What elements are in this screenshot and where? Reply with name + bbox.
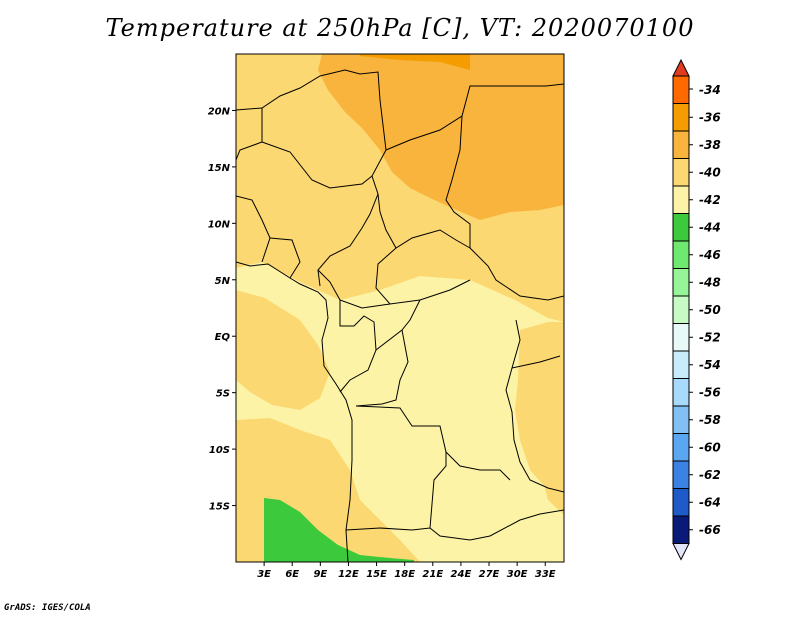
y-tick-label: 10N [208,219,231,230]
field-region-light-yellow [236,262,564,562]
footer-credit: GrADS: IGES/COLA [4,603,91,613]
x-tick-label: 12E [338,569,359,580]
colorbar-label: -38 [699,138,721,152]
colorbar-swatch [672,323,690,352]
border-west-sahel [236,108,263,161]
y-tick-label: 10S [209,445,230,456]
colorbar-label: -46 [699,248,721,262]
y-axis-ticks: 20N 15N 10N 5N EQ 5S 10S 15S [208,106,236,513]
colorbar-swatch [672,295,690,324]
border-angola-south [345,509,564,541]
border-west-2 [261,141,373,189]
colorbar-swatch [672,378,690,407]
colorbar-swatch [672,103,690,132]
colorbar-label: -54 [699,358,721,372]
x-tick-label: 33E [535,569,556,580]
colorbar-swatch [672,268,690,297]
y-tick-label: 15N [208,163,231,174]
colorbar-label: -52 [699,331,721,345]
border-congo-2 [375,299,421,351]
y-tick-label: 20N [208,106,231,117]
map-boundaries [236,69,564,562]
border-central-1 [379,211,471,249]
colorbar-label: -58 [699,413,721,427]
colorbar-label: -48 [699,276,721,290]
colorbar-swatch [672,75,690,104]
colorbar-swatch [672,405,690,434]
colorbar-legend: -34 -36 -38 -40 -42 -44 -46 -48 -50 -52 -54 -56 -58 -… [672,58,721,561]
colorbar-swatch [672,515,690,544]
colorbar-label: -36 [699,111,721,125]
colorbar-swatch [672,488,690,517]
x-tick-label: 9E [313,569,327,580]
colorbar-label: -42 [699,193,721,207]
colorbar-label: -62 [699,468,721,482]
border-central-3 [317,269,391,309]
colorbar-label: -64 [699,496,721,510]
y-tick-label: 5S [216,389,230,400]
x-tick-label: 18E [394,569,415,580]
y-tick-label: EQ [215,332,231,343]
x-tick-label: 15E [366,569,387,580]
border-west-3 [236,195,271,263]
border-west-4 [269,237,301,279]
border-angola-east [429,452,447,529]
y-tick-label: 15S [209,502,230,513]
x-tick-label: 27E [479,569,500,580]
x-axis-ticks: 3E 6E 9E 12E 15E 18E 21E 24E 27E 30E 33E [257,562,556,580]
colorbar-label: -60 [699,441,721,455]
x-tick-label: 24E [451,569,472,580]
temperature-field [236,54,564,562]
colorbar-swatch [672,158,690,187]
border-east-lakes [505,319,564,493]
field-region-mid-yellow-east [515,322,564,500]
colorbar-swatch [672,213,690,242]
field-region-dark-orange [360,54,470,70]
border-east-2 [511,355,561,369]
x-tick-label: 30E [507,569,528,580]
border-east-1 [445,115,564,301]
colorbar-swatch [672,130,690,159]
colorbar-swatch [672,185,690,214]
field-region-green-southwest [264,498,414,562]
y-tick-label: 5N [215,276,231,287]
coastline-west [236,261,353,562]
colorbar-bottom-arrow [672,543,690,561]
x-tick-label: 21E [422,569,443,580]
colorbar-swatch [672,240,690,269]
colorbar-swatch [672,460,690,489]
border-congo-1 [339,300,377,393]
x-tick-label: 3E [257,569,271,580]
colorbar-label: -50 [699,303,721,317]
colorbar-top-arrow [672,58,690,77]
colorbar-label: -66 [699,523,721,537]
colorbar-swatch [672,350,690,379]
field-region-mid-yellow-west [236,290,330,410]
colorbar-label: -44 [699,221,721,235]
colorbar-label: -40 [699,166,721,180]
map-frame [235,53,565,563]
border-congo-3 [355,329,409,407]
colorbar-label: -56 [699,386,721,400]
plot-title: Temperature at 250hPa [C], VT: 202007010… [105,14,695,42]
colorbar-label: -34 [699,83,721,97]
colorbar-swatch [672,433,690,462]
x-tick-label: 6E [285,569,299,580]
